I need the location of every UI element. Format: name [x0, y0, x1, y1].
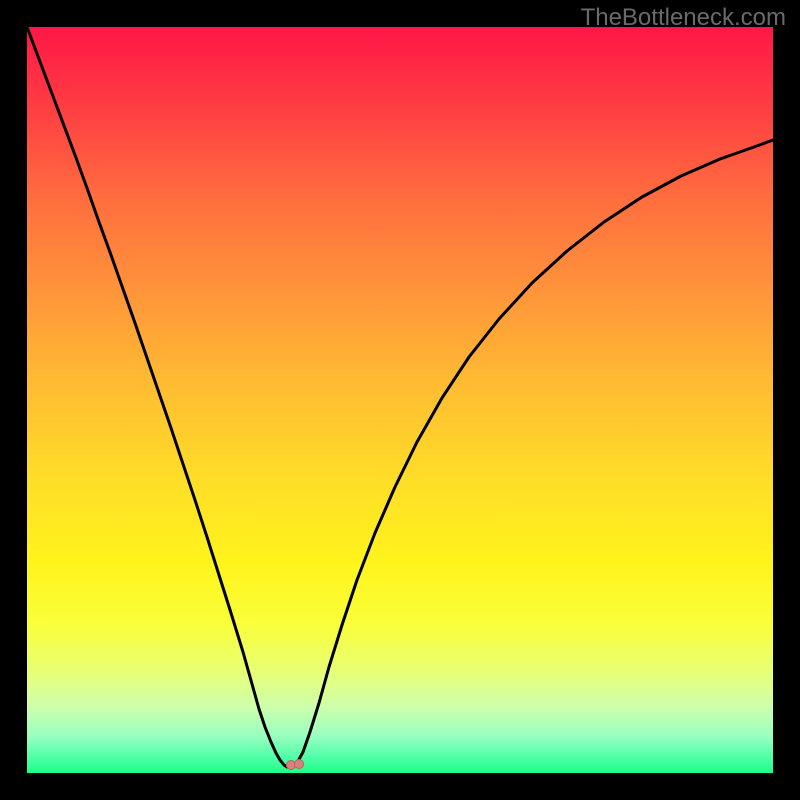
bottleneck-curve [27, 27, 773, 773]
chart-frame: TheBottleneck.com [0, 0, 800, 800]
data-point-marker [294, 759, 304, 769]
plot-area [27, 27, 773, 773]
